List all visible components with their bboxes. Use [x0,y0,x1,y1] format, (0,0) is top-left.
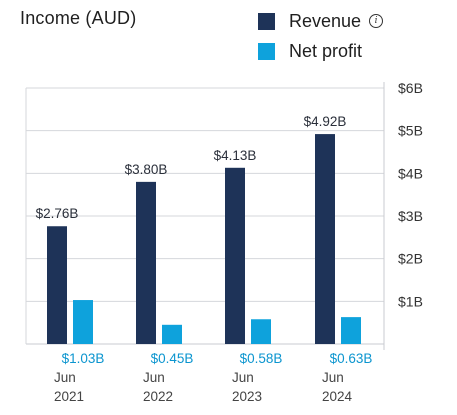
bar-net-profit [73,300,93,344]
chart-title: Income (AUD) [20,8,137,28]
bar-net-profit [162,324,182,344]
x-tick-label-month: Jun [232,370,254,385]
legend-swatch-revenue [258,12,275,30]
y-tick-label: $6B [398,80,423,96]
bar-net-profit [251,319,271,344]
y-tick-label: $3B [398,208,423,224]
data-label-net-profit: $0.63B [330,351,373,366]
x-tick-label-month: Jun [322,370,344,385]
legend-item-net-profit: Net profit [258,36,383,66]
data-label-net-profit: $0.45B [151,351,194,366]
y-tick-label: $4B [398,165,423,181]
bar-revenue [136,181,156,344]
legend-label-revenue: Revenue [289,10,362,31]
info-icon[interactable]: i [369,14,384,28]
x-tick-label-year: 2021 [54,389,84,404]
data-label-net-profit: $0.58B [240,351,283,366]
bar-net-profit [341,317,361,344]
x-tick-label-month: Jun [54,370,76,385]
bar-revenue [225,167,245,344]
legend-item-revenue: Revenue i [258,6,384,36]
bar-revenue [315,134,335,344]
x-tick-label-year: 2022 [143,389,173,404]
data-label-net-profit: $1.03B [62,351,105,366]
legend-label-net-profit: Net profit [289,40,363,61]
data-label-revenue: $4.13B [214,148,257,163]
x-tick-label-month: Jun [143,370,165,385]
x-tick-label-year: 2024 [322,389,353,404]
chart-legend: Revenue i Net profit [258,6,384,66]
legend-swatch-net-profit [258,42,275,60]
bar-revenue [47,226,67,344]
y-tick-label: $5B [398,123,423,139]
data-label-revenue: $3.80B [125,162,168,177]
y-tick-label: $2B [398,251,423,267]
x-tick-label-year: 2023 [232,389,262,404]
data-label-revenue: $4.92B [304,114,347,129]
data-label-revenue: $2.76B [36,206,79,221]
y-tick-label: $1B [398,293,423,309]
